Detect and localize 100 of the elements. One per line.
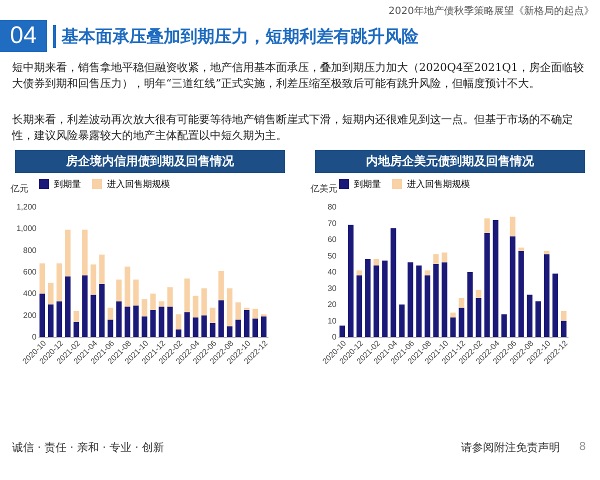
bar — [150, 310, 156, 337]
y-tick-label: 60 — [328, 235, 338, 244]
bar — [150, 294, 156, 310]
bar — [544, 254, 550, 337]
text: 请参阅附注免责声明 — [461, 440, 560, 455]
y-axis-title: 亿元 — [10, 184, 28, 194]
bar — [518, 248, 524, 251]
y-tick-label: 1,200 — [16, 202, 38, 212]
y-tick-label: 0 — [332, 332, 338, 342]
bar — [82, 230, 88, 276]
bar — [458, 308, 464, 337]
y-tick-label: 50 — [328, 251, 338, 260]
bar — [133, 280, 139, 306]
bar — [99, 284, 105, 337]
bar — [244, 310, 250, 337]
bar — [108, 308, 114, 320]
y-tick-label: 70 — [328, 218, 338, 228]
bar — [416, 266, 422, 337]
bar — [433, 254, 439, 264]
bar — [560, 320, 567, 337]
bar — [74, 322, 80, 337]
y-tick-label: 10 — [328, 316, 338, 326]
bar — [116, 301, 122, 337]
bar — [458, 298, 464, 308]
bar — [356, 270, 362, 276]
bar — [90, 264, 96, 295]
bar — [510, 236, 516, 337]
bar — [192, 296, 198, 318]
chart-title: 内地房企美元债到期及回售情况 — [315, 150, 585, 173]
bar — [218, 300, 224, 337]
y-tick-label: 40 — [328, 268, 338, 276]
bar — [65, 276, 71, 337]
bar — [167, 306, 173, 337]
bar — [184, 278, 190, 312]
bar — [382, 260, 388, 337]
y-tick-label: 800 — [23, 246, 38, 255]
text: 2020年地产债秋季策略展望《新格局的起点》 — [388, 4, 594, 18]
bar — [424, 270, 430, 276]
y-tick-label: 1,000 — [16, 224, 38, 234]
bar — [484, 233, 490, 337]
text: 长期来看，利差波动再次放大很有可能要等待地产销售断崖式下滑，短期内还很难见到这一点。但基于市场的不确定性，建议风险暴露较大的地产主体配置以中短久期为主。 — [12, 112, 574, 144]
bar — [535, 301, 541, 337]
bar — [90, 294, 96, 337]
bar — [552, 274, 558, 337]
y-tick-label: 30 — [328, 284, 338, 293]
bar — [124, 306, 130, 337]
legend-label: 进入回售期规模 — [407, 179, 470, 189]
bar — [374, 259, 380, 266]
bar — [56, 263, 62, 302]
bar — [365, 259, 371, 337]
legend-label: 进入回售期规模 — [107, 179, 170, 189]
bar — [133, 306, 139, 337]
bar — [158, 306, 164, 337]
bar — [210, 322, 216, 337]
bar — [210, 308, 216, 323]
bar — [560, 311, 567, 321]
y-tick-label: 600 — [23, 268, 38, 276]
y-tick-label: 400 — [23, 289, 38, 298]
bar — [82, 275, 88, 337]
bar — [424, 275, 430, 337]
bar — [442, 252, 448, 262]
bar — [450, 312, 456, 318]
y-tick-label: 20 — [328, 300, 338, 309]
bar — [201, 288, 207, 316]
y-tick-label: 0 — [32, 332, 38, 342]
bar — [518, 250, 524, 337]
bar — [116, 280, 122, 302]
bar — [484, 218, 490, 233]
bar — [226, 326, 232, 337]
bar — [142, 316, 148, 337]
bar — [390, 228, 396, 337]
text: 8 — [579, 440, 586, 453]
bar — [39, 263, 46, 294]
bar — [399, 304, 405, 337]
bar — [108, 320, 114, 337]
text: 短中期来看，销售拿地平稳但融资收紧，地产信用基本面承压，叠加到期压力加大（2020Q4至2021Q1，房企面临较大债券到期和回售压力），明年“三道红线”正式实施，利差压缩至极致后可能有跳升风险，但幅度预计不大。 — [12, 60, 586, 92]
bar — [124, 266, 130, 307]
bar — [374, 266, 380, 337]
bar — [442, 262, 448, 337]
legend-label: 到期量 — [354, 179, 381, 189]
text: 基本面承压叠加到期压力，短期利差有跳升风险 — [52, 24, 419, 48]
bar — [476, 298, 482, 337]
bar — [192, 318, 198, 337]
bar — [408, 262, 414, 337]
bar — [176, 314, 182, 330]
bar — [501, 314, 507, 337]
bar — [492, 220, 498, 337]
bar — [218, 270, 224, 300]
bar — [476, 290, 482, 298]
bar — [356, 275, 362, 337]
text: 诚信 · 责任 · 亲和 · 专业 · 创新 — [12, 440, 164, 455]
y-tick-label: 200 — [23, 310, 38, 320]
bar — [252, 318, 258, 337]
bar — [142, 299, 148, 316]
chart-title: 房企境内信用债到期及回售情况 — [15, 150, 285, 173]
bar — [48, 304, 54, 337]
bar — [544, 250, 550, 254]
bar — [235, 302, 241, 320]
bar — [433, 264, 439, 337]
bar — [450, 318, 456, 337]
